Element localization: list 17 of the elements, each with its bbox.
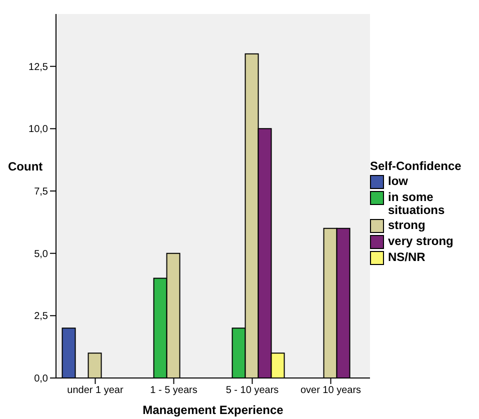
- x-tick-label: over 10 years: [300, 385, 362, 396]
- y-tick-label: 5,0: [34, 248, 48, 260]
- y-tick-label: 7,5: [34, 186, 48, 198]
- legend-label: strong: [388, 218, 426, 232]
- y-axis-title: Count: [8, 159, 43, 174]
- legend-label: very strong: [388, 234, 454, 248]
- x-tick-label: 1 - 5 years: [150, 385, 198, 396]
- y-tick-label: 12,5: [28, 62, 48, 73]
- legend-label: NS/NR: [388, 250, 426, 264]
- legend-label: low: [388, 174, 408, 188]
- y-tick-label: 2,5: [34, 311, 48, 322]
- x-axis-title: Management Experience: [142, 403, 284, 417]
- x-tick-label: 5 - 10 years: [226, 385, 279, 396]
- x-tick-label: under 1 year: [67, 385, 124, 396]
- y-tick-label: 0,0: [34, 374, 48, 385]
- legend-title: Self-Confidence: [370, 159, 462, 173]
- y-tick-label: 10,0: [28, 124, 48, 136]
